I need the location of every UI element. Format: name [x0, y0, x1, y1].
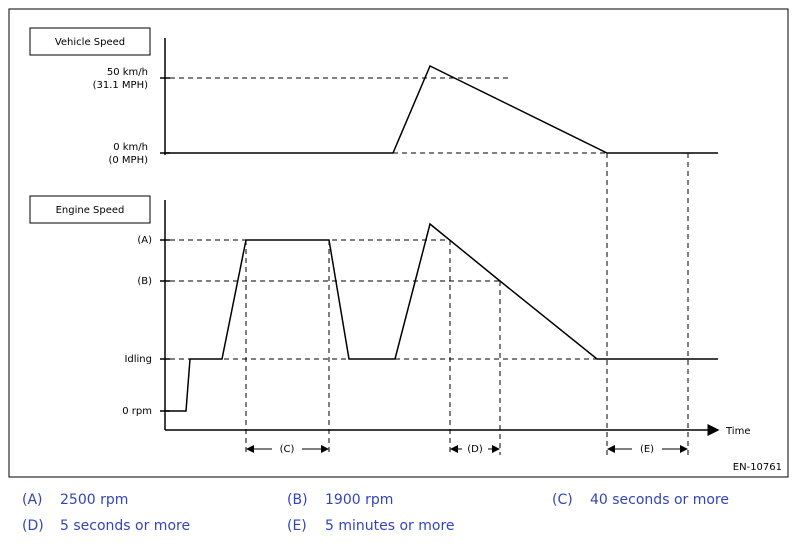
panel-title: Vehicle Speed	[55, 37, 125, 48]
frame	[8, 8, 789, 478]
legend-key: (D)	[22, 518, 44, 534]
label-bg	[462, 442, 488, 456]
vehicle-trace	[165, 64, 718, 154]
legend-key: (B)	[287, 492, 308, 508]
legend-text: 1900 rpm	[325, 492, 393, 508]
legend-text: 5 minutes or more	[325, 518, 455, 534]
legend-key: (E)	[287, 518, 307, 534]
axis-label: Time	[725, 426, 750, 437]
axis-label: (A)	[137, 235, 152, 246]
axis-label: 50 km/h	[107, 67, 148, 78]
code: EN-10761	[733, 462, 782, 473]
axis-label: (B)	[137, 276, 152, 287]
label-bg	[272, 442, 302, 456]
label-box	[29, 195, 151, 224]
legend-key: (C)	[552, 492, 573, 508]
interval-label: (C)	[280, 444, 295, 455]
legend-text: 5 seconds or more	[60, 518, 190, 534]
axis-label: Idling	[124, 354, 152, 365]
legend-key: (A)	[22, 492, 43, 508]
legend-text: 2500 rpm	[60, 492, 128, 508]
label-bg	[632, 442, 662, 456]
axis-label: (0 MPH)	[108, 155, 148, 166]
axis-label: 0 rpm	[122, 406, 152, 417]
legend-text: 40 seconds or more	[590, 492, 729, 508]
axis-label: (31.1 MPH)	[93, 80, 149, 91]
engine-trace	[165, 222, 718, 412]
axis-label: 0 km/h	[113, 142, 148, 153]
interval-label: (E)	[640, 444, 654, 455]
label-box	[29, 27, 151, 56]
panel-title: Engine Speed	[56, 205, 125, 216]
interval-label: (D)	[467, 444, 483, 455]
